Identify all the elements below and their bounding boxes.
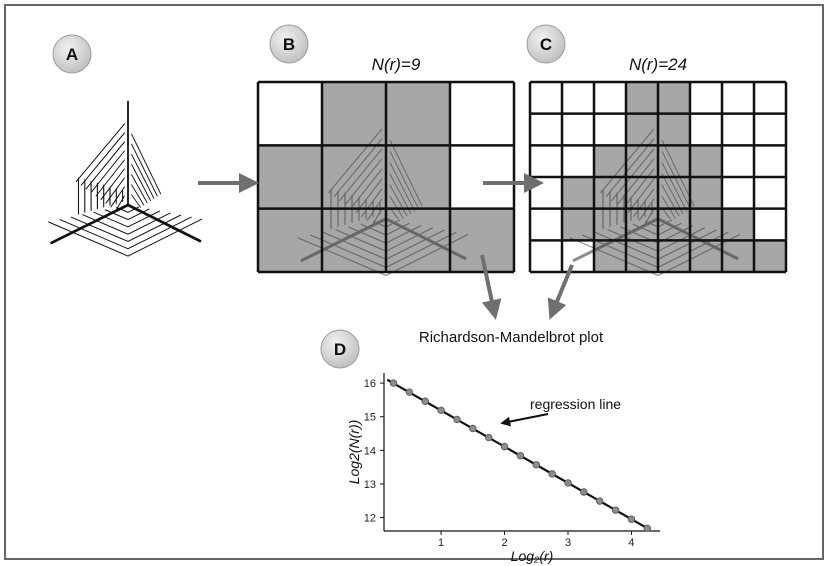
plot-title: Richardson-Mandelbrot plot: [419, 329, 604, 346]
data-point: [453, 415, 461, 424]
data-point: [532, 461, 540, 469]
panel-b-title: N(r)=9: [372, 55, 421, 74]
grid-box-empty: [722, 177, 754, 209]
grid-box-empty: [562, 240, 594, 272]
data-point: [643, 524, 652, 533]
grid-box-empty: [690, 82, 722, 114]
data-point: [437, 406, 445, 415]
grid-box-empty: [530, 208, 562, 241]
data-point: [500, 442, 509, 451]
grid-box-occupied: [594, 240, 626, 272]
grid-box-occupied: [658, 177, 690, 209]
x-axis-label: Log₂(r): [511, 548, 554, 564]
data-point: [484, 433, 493, 442]
data-point: [564, 479, 572, 487]
x-tick-label: 3: [565, 537, 571, 549]
grid-box-empty: [722, 82, 754, 114]
grid-box-empty: [562, 145, 594, 177]
panel-d-label: D: [334, 340, 346, 359]
grid-box-occupied: [562, 208, 594, 241]
panel-b-label: B: [283, 35, 295, 54]
grid-box-empty: [594, 82, 626, 114]
y-tick-label: 14: [364, 445, 376, 457]
y-axis-label: Log2(N(r)): [346, 420, 362, 485]
grid-box-empty: [594, 113, 626, 146]
grid-box-empty: [450, 82, 514, 146]
y-tick-label: 15: [364, 412, 376, 424]
x-tick-label: 1: [438, 537, 444, 549]
data-point: [627, 515, 636, 523]
grid-box-empty: [530, 145, 562, 177]
data-point: [469, 424, 477, 433]
grid-box-occupied: [386, 82, 450, 146]
grid-box-empty: [754, 177, 786, 209]
grid-box-empty: [754, 145, 786, 177]
y-tick-label: 12: [364, 513, 376, 525]
grid-box-occupied: [690, 145, 722, 177]
grid-box-empty: [722, 145, 754, 177]
tripod-sketch-image: [48, 100, 203, 257]
grid-box-occupied: [386, 145, 450, 209]
grid-box-occupied: [658, 82, 690, 114]
data-point: [548, 470, 556, 478]
arrow-b-to-plot: [480, 254, 502, 320]
data-point: [421, 397, 429, 405]
grid-box-occupied: [690, 240, 722, 272]
grid-box-empty: [562, 113, 594, 146]
annotation-arrow: [500, 413, 549, 427]
x-tick-label: 2: [501, 537, 507, 549]
grid-box-occupied: [562, 177, 594, 209]
grid-box-empty: [530, 113, 562, 146]
grid-box-empty: [258, 82, 322, 146]
grid-box-occupied: [754, 240, 786, 272]
grid-box-occupied: [690, 177, 722, 209]
grid-box-occupied: [258, 145, 322, 209]
panel-c-title: N(r)=24: [629, 55, 687, 74]
richardson-mandelbrot-chart: 1 2 3 41213141516Log₂(r)Log2(N(r))regressio…: [346, 373, 660, 564]
grid-box-empty: [530, 82, 562, 114]
grid-box-empty: [754, 208, 786, 241]
data-point: [580, 488, 588, 496]
panel-b-badge: B: [269, 24, 309, 64]
panel-c-label: C: [540, 35, 552, 54]
regression-line-annotation: regression line: [530, 396, 621, 412]
data-point: [405, 388, 414, 396]
arrow-c-to-plot: [547, 264, 574, 320]
y-tick-label: 16: [364, 378, 376, 390]
grid-box-occupied: [626, 82, 658, 114]
panel-d-badge: D: [320, 329, 360, 369]
data-point: [611, 506, 620, 514]
grid-box-empty: [530, 240, 562, 272]
grid-box-occupied: [322, 82, 386, 146]
panel-a-label: A: [66, 45, 78, 64]
box-count-grid-coarse: [256, 80, 516, 277]
grid-box-empty: [722, 113, 754, 146]
y-tick-label: 13: [364, 479, 376, 491]
grid-box-occupied: [258, 208, 322, 272]
data-point: [596, 497, 604, 505]
panel-a-badge: A: [52, 34, 92, 74]
box-count-grid-fine: [528, 80, 788, 277]
data-point: [516, 451, 525, 460]
grid-box-empty: [562, 82, 594, 114]
grid-box-occupied: [722, 240, 754, 272]
grid-box-empty: [450, 145, 514, 209]
grid-box-empty: [690, 113, 722, 146]
x-tick-label: 4: [628, 537, 634, 549]
grid-box-empty: [754, 113, 786, 146]
grid-box-occupied: [594, 145, 626, 177]
data-point: [389, 379, 398, 387]
grid-box-occupied: [658, 145, 690, 177]
grid-box-empty: [754, 82, 786, 114]
grid-box-occupied: [658, 113, 690, 146]
panel-c-badge: C: [526, 24, 566, 64]
